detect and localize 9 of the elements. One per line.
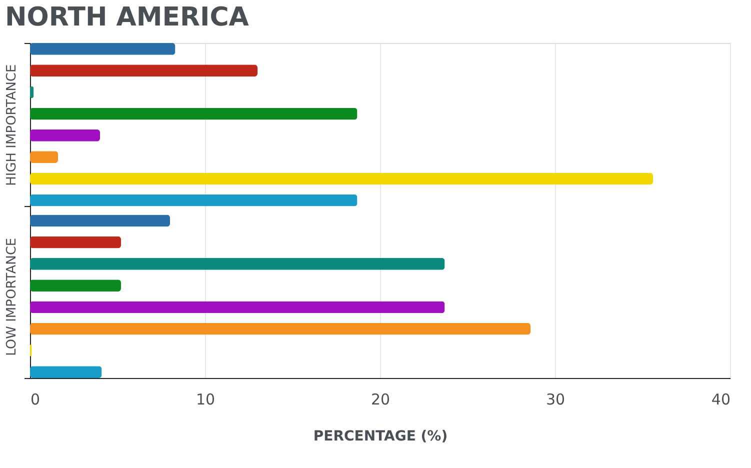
chart-title: NORTH AMERICA bbox=[5, 2, 249, 32]
y-tick-label: HIGH IMPORTANCE bbox=[4, 64, 20, 186]
x-tick-label: 20 bbox=[370, 390, 390, 408]
y-tick-label: LOW IMPORTANCE bbox=[4, 238, 20, 356]
x-axis-title: PERCENTAGE (%) bbox=[313, 428, 448, 444]
x-tick-label: 30 bbox=[546, 390, 566, 408]
x-tick-label: 40 bbox=[711, 390, 730, 408]
x-tick-label: 10 bbox=[196, 390, 216, 408]
x-tick-label: 0 bbox=[30, 390, 40, 408]
